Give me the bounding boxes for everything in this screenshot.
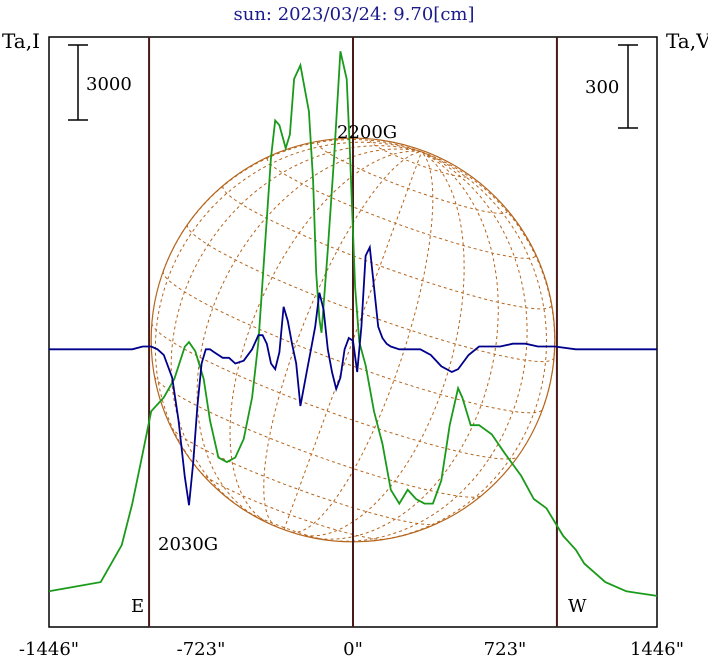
meridian-line [312,151,499,540]
x-tick-label: -1446" [19,639,79,660]
chart-title: sun: 2023/03/24: 9.70[cm] [233,4,474,25]
parallel-line [242,508,329,541]
x-tick-label: -723" [177,639,226,660]
parallel-line [170,427,437,526]
parallel-line [162,270,544,414]
parallel-line [266,158,537,259]
parallel-line [222,186,552,310]
annotation-2030g: 2030G [158,534,218,555]
meridian-line [283,151,422,530]
meridian-line [328,151,528,542]
x-tick-label: 1446" [630,639,684,660]
meridian-line [291,151,434,534]
left-scale-bar [68,44,88,121]
parallel-line [151,323,519,460]
parallel-line [154,376,482,498]
right-scale-bar [618,44,638,129]
series-intensity-line [48,51,658,597]
west-limb-label: W [568,596,587,617]
east-limb-label: E [131,596,144,617]
meridian-line [298,151,465,537]
series-polarization-line [49,244,657,506]
meridian-line [229,150,422,525]
x-axis-ticks: -1446" -723" 0" 723" 1446" [19,639,684,660]
meridian-line [263,151,422,528]
meridian-line [170,145,422,510]
right-scale-value: 300 [585,77,619,98]
x-tick-label: 723" [484,639,527,660]
meridian-line [196,148,422,518]
parallel-line [200,472,385,540]
parallel-line [316,142,508,214]
meridian-line [421,151,556,410]
meridian-line [374,151,548,542]
meridian-line [154,141,422,481]
reference-lines [148,37,558,627]
x-tick-label: 0" [343,639,363,660]
parallel-line [369,140,469,178]
right-axis-label: Ta,V [666,29,708,53]
left-axis-label: Ta,I [2,29,40,53]
parallel-line [186,224,555,363]
left-scale-value: 3000 [86,74,132,95]
annotation-2200g: 2200G [337,122,397,143]
